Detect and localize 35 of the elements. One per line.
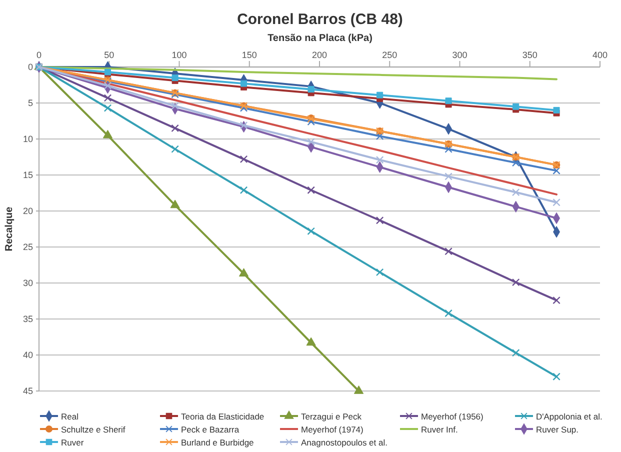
- y-tick-label: 35: [22, 314, 33, 324]
- y-tick-label: 0: [28, 62, 33, 72]
- x-tick-label: 150: [242, 50, 257, 60]
- legend-label: Ruver Inf.: [421, 424, 458, 434]
- legend-label: Real: [61, 412, 79, 422]
- y-tick-label: 5: [28, 98, 33, 108]
- legend-label: Meyerhof (1956): [421, 412, 484, 422]
- y-axis-title: Recalque: [4, 206, 15, 252]
- legend-label: Ruver: [61, 438, 84, 448]
- x-tick-label: 350: [522, 50, 538, 60]
- y-tick-label: 20: [22, 206, 33, 216]
- legend-label: Schultze e Sherif: [61, 424, 126, 434]
- legend-label: Burland e Burbidge: [181, 438, 254, 448]
- y-tick-label: 10: [22, 134, 33, 144]
- x-tick-label: 200: [312, 50, 328, 60]
- y-tick-label: 45: [22, 386, 33, 396]
- y-tick-label: 25: [22, 242, 33, 252]
- legend-label: D'Appolonia et al.: [536, 412, 602, 422]
- x-tick-label: 50: [104, 50, 114, 60]
- x-tick-label: 100: [172, 50, 187, 60]
- chart-title: Coronel Barros (CB 48): [237, 11, 403, 28]
- x-tick-label: 0: [36, 50, 42, 60]
- legend-label: Teoria da Elasticidade: [181, 412, 264, 422]
- y-tick-label: 15: [22, 170, 33, 180]
- legend-label: Ruver Sup.: [536, 424, 579, 434]
- y-tick-label: 30: [22, 278, 33, 288]
- x-tick-label: 300: [452, 50, 468, 60]
- y-tick-label: 40: [22, 350, 33, 360]
- x-tick-label: 400: [592, 50, 608, 60]
- legend-label: Anagnostopoulos et al.: [301, 438, 388, 448]
- legend-label: Meyerhof (1974): [301, 424, 364, 434]
- x-axis-title: Tensão na Placa (kPa): [268, 33, 372, 44]
- legend-label: Peck e Bazarra: [181, 424, 240, 434]
- legend-label: Terzagui e Peck: [301, 412, 362, 422]
- x-tick-label: 250: [382, 50, 398, 60]
